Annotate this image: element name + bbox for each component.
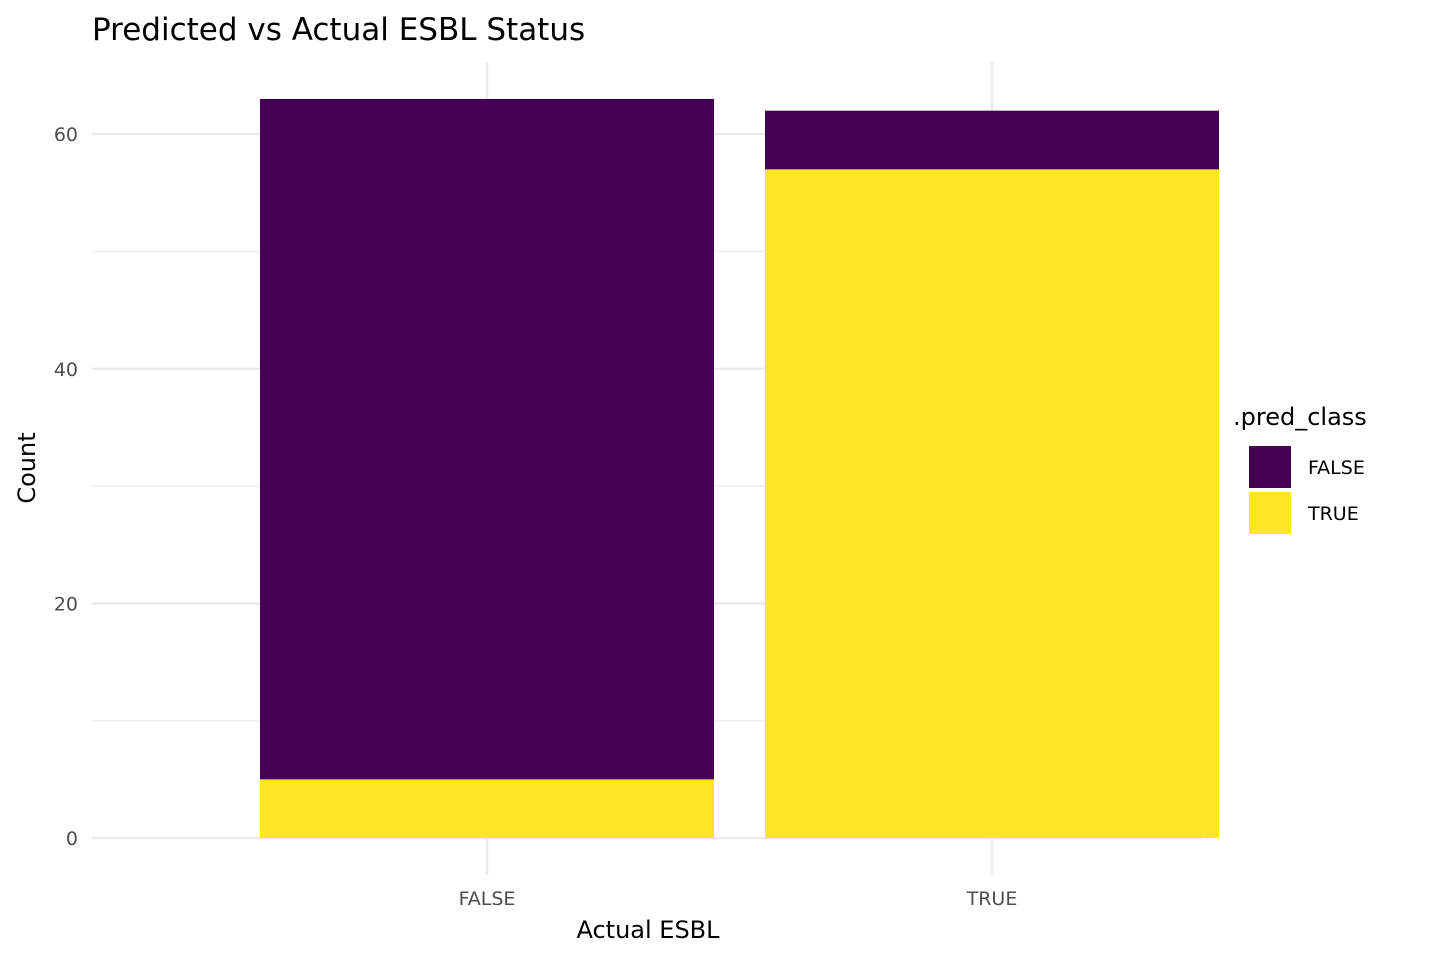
y-tick-label: 20 bbox=[54, 593, 78, 615]
x-tick-label: FALSE bbox=[459, 888, 516, 910]
x-tick-label: TRUE bbox=[966, 888, 1018, 910]
legend-title: .pred_class bbox=[1233, 403, 1367, 431]
bar-segment-true-pred-true bbox=[765, 169, 1219, 839]
legend-key-true bbox=[1249, 492, 1291, 534]
legend-key-false bbox=[1249, 446, 1291, 488]
y-tick-labels: 0 20 40 60 bbox=[54, 124, 78, 850]
bars bbox=[260, 98, 1219, 839]
legend: .pred_class FALSE TRUE bbox=[1233, 403, 1367, 534]
legend-label: TRUE bbox=[1307, 503, 1359, 525]
x-axis-title: Actual ESBL bbox=[576, 916, 720, 944]
bar-segment-false-pred-false bbox=[260, 98, 714, 780]
chart-title: Predicted vs Actual ESBL Status bbox=[92, 12, 585, 48]
y-tick-label: 0 bbox=[66, 828, 78, 850]
legend-label: FALSE bbox=[1308, 457, 1365, 479]
y-axis-title: Count bbox=[13, 432, 41, 503]
y-tick-label: 40 bbox=[54, 359, 78, 381]
x-tick-labels: FALSE TRUE bbox=[459, 888, 1018, 910]
bar-segment-false-pred-true bbox=[260, 779, 714, 839]
bar-segment-true-pred-false bbox=[765, 110, 1219, 170]
y-tick-label: 60 bbox=[54, 124, 78, 146]
